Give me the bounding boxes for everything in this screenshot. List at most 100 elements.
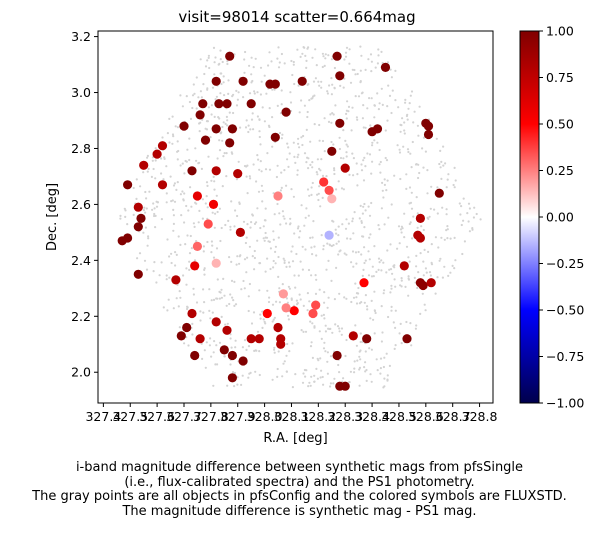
background-point xyxy=(358,355,361,358)
background-point xyxy=(394,344,397,347)
background-point xyxy=(323,291,326,294)
background-point xyxy=(308,194,311,197)
background-point xyxy=(277,46,280,49)
background-point xyxy=(410,344,413,347)
background-point xyxy=(463,240,466,243)
background-point xyxy=(305,369,308,372)
fluxstd-point xyxy=(289,306,299,316)
x-axis: 327.4327.5327.6327.7327.8327.9328.0328.1… xyxy=(85,403,497,424)
background-point xyxy=(398,148,401,151)
background-point xyxy=(356,184,359,187)
background-point xyxy=(329,385,332,388)
background-point xyxy=(297,225,300,228)
background-point xyxy=(151,208,154,211)
background-point xyxy=(215,344,218,347)
background-point xyxy=(290,250,293,253)
background-point xyxy=(285,297,288,300)
background-point xyxy=(357,292,360,295)
background-point xyxy=(265,236,269,239)
background-point xyxy=(220,288,223,291)
background-point xyxy=(360,163,363,166)
background-point xyxy=(371,141,374,144)
background-point xyxy=(153,261,156,264)
background-point xyxy=(310,246,313,249)
background-point xyxy=(309,163,312,166)
background-point xyxy=(351,250,355,253)
background-point xyxy=(238,262,241,265)
background-point xyxy=(392,321,395,324)
background-point xyxy=(373,104,376,107)
background-point xyxy=(299,260,302,263)
fluxstd-point xyxy=(340,163,350,173)
background-point xyxy=(259,66,263,69)
x-tick-label: 327.5 xyxy=(112,409,148,424)
background-point xyxy=(253,90,256,93)
background-point xyxy=(262,318,265,321)
colorbar-ticks: 1.00 0.75 0.50 0.25 0.00 −0.25 −0.50 −0.75 −1.00 xyxy=(539,24,584,411)
background-point xyxy=(229,228,232,231)
background-point xyxy=(213,188,216,191)
background-point xyxy=(409,201,413,204)
background-point xyxy=(312,95,315,98)
background-point xyxy=(229,363,232,366)
background-point xyxy=(231,95,234,98)
fluxstd-point xyxy=(281,107,291,117)
background-point xyxy=(345,143,348,146)
background-point xyxy=(154,147,157,150)
fluxstd-point xyxy=(327,146,337,156)
background-point xyxy=(278,212,281,215)
background-point xyxy=(387,216,390,219)
background-point xyxy=(313,325,316,328)
background-point xyxy=(326,360,329,363)
background-point xyxy=(385,352,388,355)
background-point xyxy=(392,265,395,268)
background-point xyxy=(268,168,272,171)
background-point xyxy=(444,162,447,165)
background-point xyxy=(422,274,425,277)
background-point xyxy=(337,240,340,243)
background-point xyxy=(237,91,240,94)
fluxstd-point xyxy=(324,185,334,195)
fluxstd-point xyxy=(176,331,186,341)
background-point xyxy=(330,279,333,282)
background-point xyxy=(234,339,237,342)
background-point xyxy=(195,76,198,79)
background-point xyxy=(389,243,392,246)
background-point xyxy=(373,245,376,248)
background-point xyxy=(417,134,420,137)
background-point xyxy=(289,222,292,225)
background-point xyxy=(301,268,304,271)
background-point xyxy=(403,132,406,135)
background-point xyxy=(253,92,256,95)
background-point xyxy=(467,202,471,205)
background-point xyxy=(453,267,456,270)
fluxstd-point xyxy=(423,129,434,140)
background-point xyxy=(454,179,457,182)
background-point xyxy=(286,158,289,161)
background-point xyxy=(390,111,393,115)
background-point xyxy=(387,315,390,319)
background-point xyxy=(215,194,218,197)
background-point xyxy=(220,296,223,299)
background-point xyxy=(429,207,432,210)
colorbar-tick-label: 1.00 xyxy=(546,24,574,39)
background-point xyxy=(337,234,340,237)
background-point xyxy=(248,245,251,248)
background-point xyxy=(359,69,362,72)
background-point xyxy=(186,307,189,311)
background-point xyxy=(273,348,276,351)
background-point xyxy=(300,136,303,139)
background-point xyxy=(150,175,153,178)
background-point xyxy=(337,180,340,183)
background-point xyxy=(220,72,223,75)
fluxstd-point xyxy=(192,191,202,201)
background-point xyxy=(394,326,397,329)
background-point xyxy=(322,55,325,58)
background-point xyxy=(442,145,445,148)
background-point xyxy=(270,60,273,63)
background-point xyxy=(260,80,263,83)
background-point xyxy=(363,246,366,249)
background-point xyxy=(230,260,233,263)
background-point xyxy=(381,331,384,334)
background-point xyxy=(288,152,291,155)
